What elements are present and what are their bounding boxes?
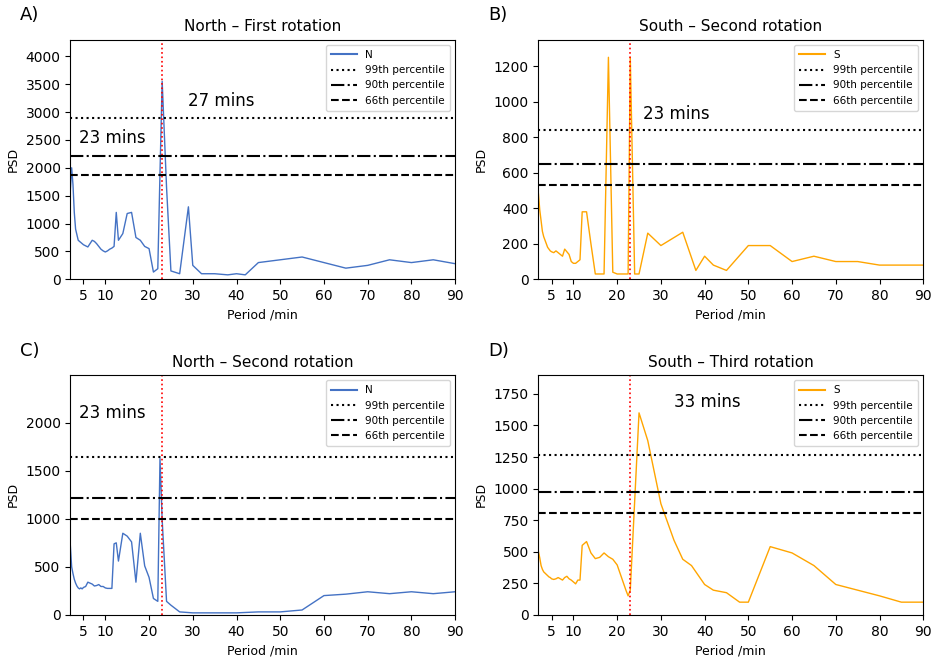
Legend: S, 99th percentile, 90th percentile, 66th percentile: S, 99th percentile, 90th percentile, 66t…	[793, 380, 918, 446]
Text: C): C)	[21, 342, 39, 360]
Text: D): D)	[488, 342, 509, 360]
Y-axis label: PSD: PSD	[7, 482, 20, 507]
Text: 27 mins: 27 mins	[189, 92, 254, 110]
Title: South – Second rotation: South – Second rotation	[639, 19, 823, 35]
Text: 23 mins: 23 mins	[79, 404, 146, 422]
Text: B): B)	[488, 7, 508, 25]
X-axis label: Period /min: Period /min	[696, 309, 766, 321]
Legend: S, 99th percentile, 90th percentile, 66th percentile: S, 99th percentile, 90th percentile, 66t…	[793, 44, 918, 111]
Legend: N, 99th percentile, 90th percentile, 66th percentile: N, 99th percentile, 90th percentile, 66t…	[326, 44, 450, 111]
Text: 33 mins: 33 mins	[674, 392, 741, 410]
Y-axis label: PSD: PSD	[475, 147, 488, 172]
Text: A): A)	[21, 7, 39, 25]
Y-axis label: PSD: PSD	[7, 147, 20, 172]
Legend: N, 99th percentile, 90th percentile, 66th percentile: N, 99th percentile, 90th percentile, 66t…	[326, 380, 450, 446]
Y-axis label: PSD: PSD	[475, 482, 488, 507]
X-axis label: Period /min: Period /min	[696, 644, 766, 657]
Text: 23 mins: 23 mins	[643, 106, 710, 124]
Title: North – First rotation: North – First rotation	[184, 19, 342, 35]
X-axis label: Period /min: Period /min	[227, 309, 298, 321]
Text: 23 mins: 23 mins	[79, 129, 146, 147]
Title: North – Second rotation: North – Second rotation	[172, 355, 353, 370]
X-axis label: Period /min: Period /min	[227, 644, 298, 657]
Title: South – Third rotation: South – Third rotation	[648, 355, 814, 370]
